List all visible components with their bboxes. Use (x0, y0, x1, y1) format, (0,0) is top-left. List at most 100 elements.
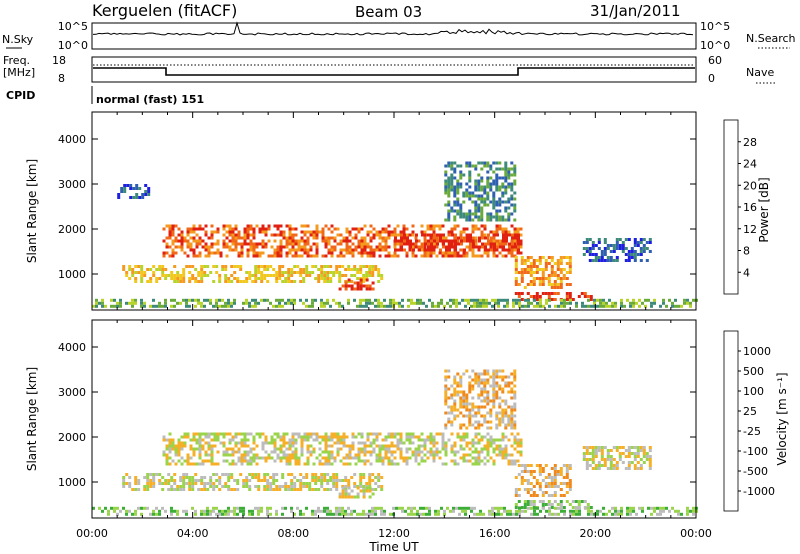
echo-cell (179, 488, 183, 491)
echo-cell (210, 447, 214, 451)
echo-cell (218, 482, 222, 485)
echo-cell (302, 280, 306, 283)
echo-cell (495, 227, 499, 231)
echo-cell (221, 298, 224, 302)
echo-cell (432, 230, 436, 234)
echo-cell (342, 438, 346, 442)
echo-cell (474, 459, 478, 463)
echo-cell (306, 242, 310, 246)
echo-cell (389, 512, 392, 516)
echo-cell (677, 304, 680, 308)
echo-cell (335, 506, 338, 510)
echo-cell (311, 301, 314, 305)
echo-cell (603, 464, 607, 467)
echo-cell (315, 224, 319, 228)
echo-cell (300, 453, 304, 457)
echo-cell (507, 182, 511, 186)
echo-cell (182, 280, 186, 283)
echo-cell (492, 375, 496, 379)
echo-cell (399, 432, 403, 436)
echo-cell (429, 447, 433, 451)
echo-cell (293, 485, 297, 488)
echo-cell (513, 384, 517, 388)
echo-cell (563, 509, 566, 513)
echo-cell (180, 447, 184, 451)
echo-cell (459, 185, 463, 189)
echo-cell (453, 215, 457, 219)
echo-cell (544, 482, 548, 485)
echo-cell (356, 495, 360, 499)
echo-cell (611, 301, 614, 305)
echo-cell (517, 248, 520, 252)
echo-cell (194, 509, 197, 513)
echo-cell (403, 248, 406, 252)
echo-cell (501, 200, 505, 204)
echo-cell (192, 438, 196, 442)
echo-cell (597, 259, 601, 262)
echo-cell (405, 254, 409, 258)
echo-cell (323, 476, 327, 479)
echo-cell (465, 369, 469, 373)
echo-cell (212, 506, 215, 510)
echo-cell (296, 506, 299, 510)
echo-cell (368, 512, 371, 516)
echo-cell (255, 462, 259, 466)
echo-cell (465, 393, 469, 397)
echo-cell (162, 239, 166, 243)
echo-cell (498, 203, 502, 207)
echo-cell (492, 179, 496, 183)
echo-cell (587, 298, 590, 302)
echo-cell (480, 233, 484, 237)
echo-cell (541, 494, 545, 497)
echo-cell (260, 509, 263, 513)
echo-cell (630, 256, 634, 259)
echo-cell (231, 242, 235, 246)
echo-cell (162, 435, 166, 439)
echo-cell (514, 245, 517, 249)
echo-cell (137, 488, 141, 491)
echo-cell (290, 485, 294, 488)
echo-cell (276, 251, 280, 255)
echo-cell (278, 304, 281, 308)
time-axis-label: Time UT (368, 540, 419, 554)
echo-cell (248, 274, 252, 277)
echo-cell (453, 203, 457, 207)
echo-cell (183, 459, 187, 463)
echo-cell (630, 461, 634, 464)
echo-cell (489, 245, 493, 249)
echo-cell (513, 402, 517, 406)
echo-cell (312, 450, 316, 454)
echo-cell (498, 387, 502, 391)
echo-cell (341, 495, 345, 499)
echo-cell (168, 227, 172, 231)
echo-cell (597, 461, 601, 464)
echo-cell (450, 447, 454, 451)
echo-cell (456, 432, 460, 436)
echo-cell (272, 479, 276, 482)
echo-cell (520, 482, 524, 485)
echo-cell (417, 462, 421, 466)
echo-cell (484, 245, 487, 249)
echo-cell (459, 438, 463, 442)
echo-cell (191, 482, 195, 485)
echo-cell (450, 182, 454, 186)
echo-cell (447, 369, 451, 373)
echo-cell (326, 271, 330, 274)
echo-cell (459, 411, 463, 415)
echo-cell (468, 161, 472, 165)
echo-cell (314, 277, 318, 280)
echo-cell (200, 476, 204, 479)
echo-cell (434, 512, 437, 516)
echo-cell (633, 244, 637, 247)
echo-cell (237, 432, 241, 436)
echo-cell (507, 423, 511, 427)
echo-cell (303, 224, 307, 228)
colorbar-tick-label: 8 (743, 245, 750, 258)
echo-cell (642, 250, 646, 253)
echo-cell (230, 488, 234, 491)
echo-cell (565, 464, 569, 467)
echo-cell (125, 473, 129, 476)
echo-cell (453, 414, 457, 418)
echo-cell (237, 441, 241, 445)
echo-cell (588, 452, 592, 455)
